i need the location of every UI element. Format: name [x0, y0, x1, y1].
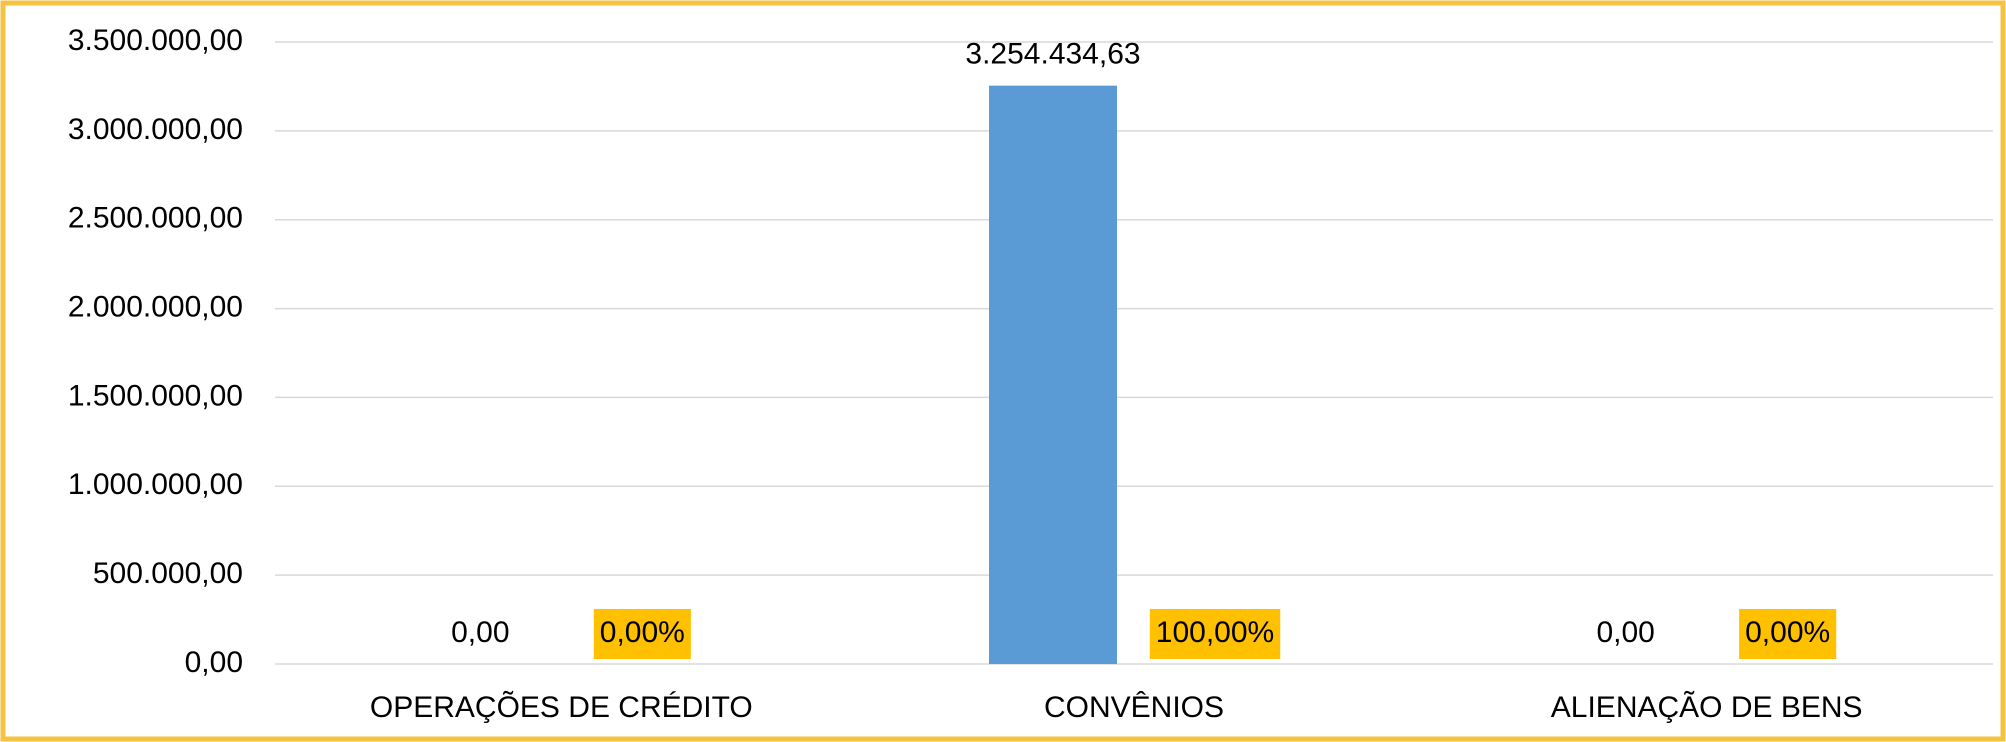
- y-tick-label: 2.000.000,00: [68, 290, 243, 323]
- x-tick-label: ALIENAÇÃO DE BENS: [1551, 690, 1863, 724]
- data-label: 0,00: [1596, 616, 1654, 649]
- data-label: 3.254.434,63: [965, 38, 1140, 71]
- y-tick-label: 2.500.000,00: [68, 202, 243, 235]
- x-tick-label: CONVÊNIOS: [1044, 691, 1224, 724]
- y-tick-label: 1.000.000,00: [68, 468, 243, 501]
- y-tick-label: 3.000.000,00: [68, 113, 243, 146]
- data-label-box: [1149, 608, 1281, 659]
- data-label: 0,00%: [1745, 616, 1830, 649]
- y-tick-label: 0,00: [185, 646, 243, 679]
- x-tick-label: OPERAÇÕES DE CRÉDITO: [370, 690, 753, 724]
- y-tick-label: 500.000,00: [93, 557, 243, 590]
- data-label-box: [593, 609, 691, 659]
- data-label: 100,00%: [1156, 616, 1274, 649]
- y-tick-label: 1.500.000,00: [68, 379, 243, 412]
- data-label: 0,00%: [600, 616, 685, 649]
- data-label-box: [1739, 609, 1837, 659]
- y-tick-label: 3.500.000,00: [68, 24, 243, 57]
- data-label: 0,00: [451, 616, 509, 649]
- bar: [989, 85, 1117, 664]
